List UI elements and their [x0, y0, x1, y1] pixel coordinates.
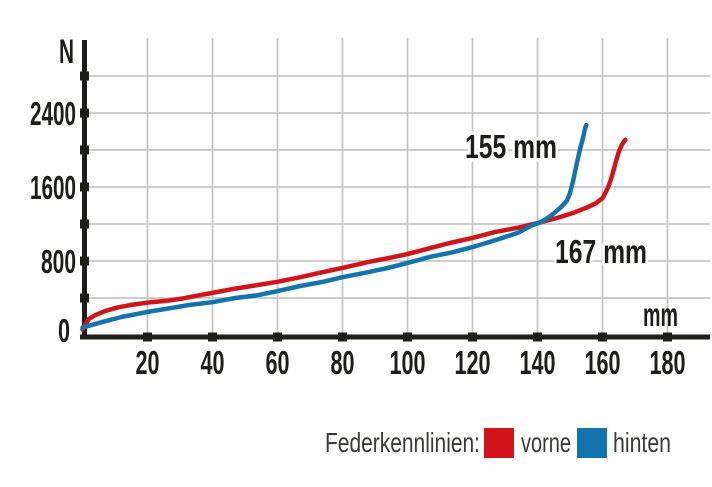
- x-axis-tick: [273, 332, 282, 342]
- x-axis-tick: [468, 332, 477, 342]
- x-tick-label-120: 120: [455, 344, 491, 381]
- y-axis-unit-label: N: [59, 33, 74, 71]
- legend-swatch-vorne: [484, 428, 514, 458]
- y-axis-tick: [80, 108, 89, 118]
- x-tick-label-180: 180: [650, 344, 686, 381]
- y-tick-label-2400: 2400: [30, 95, 76, 132]
- gridlines: [84, 38, 710, 337]
- x-tick-label-100: 100: [390, 344, 426, 381]
- x-tick-label-40: 40: [201, 344, 225, 381]
- legend-label-vorne: vorne: [521, 427, 571, 458]
- y-tick-label-800: 800: [41, 243, 76, 280]
- y-axis-tick: [80, 182, 89, 192]
- x-axis-tick: [338, 332, 347, 342]
- x-tick-label-140: 140: [520, 344, 556, 381]
- x-axis-tick: [403, 332, 412, 342]
- x-axis-tick: [143, 332, 152, 342]
- tick-markers: [80, 71, 672, 342]
- x-tick-label-20: 20: [136, 344, 160, 381]
- x-tick-label-80: 80: [331, 344, 355, 381]
- legend: Federkennlinien: vorne hinten: [325, 427, 671, 458]
- x-axis-tick: [663, 332, 672, 342]
- legend-title: Federkennlinien:: [325, 427, 480, 458]
- y-axis-tick: [80, 256, 89, 266]
- y-tick-label-0: 0: [58, 312, 70, 349]
- y-axis-tick: [80, 145, 89, 155]
- x-tick-label-60: 60: [266, 344, 290, 381]
- y-axis-tick: [80, 219, 89, 229]
- series-lines: [80, 122, 628, 332]
- annotation-vorne-max-travel: 167 mm: [555, 233, 647, 270]
- y-axis-tick: [80, 293, 89, 303]
- y-tick-label-1600: 1600: [30, 169, 76, 206]
- series-line-vorne: [80, 137, 628, 332]
- x-axis-tick: [533, 332, 542, 342]
- legend-label-hinten: hinten: [613, 427, 671, 458]
- y-axis-tick: [80, 71, 89, 81]
- series-line-hinten: [80, 122, 589, 330]
- annotation-hinten-max-travel: 155 mm: [465, 128, 557, 165]
- x-axis-tick: [598, 332, 607, 342]
- x-tick-label-160: 160: [585, 344, 621, 381]
- x-axis-unit-label: mm: [643, 296, 678, 333]
- legend-swatch-hinten: [577, 428, 607, 458]
- x-axis-tick: [208, 332, 217, 342]
